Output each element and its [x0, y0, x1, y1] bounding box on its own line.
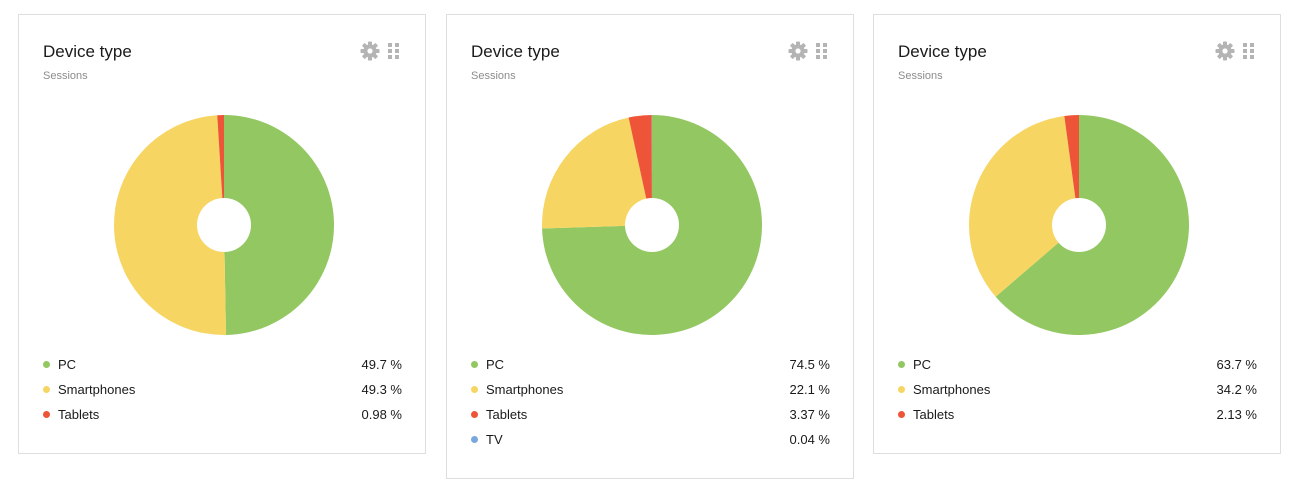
legend-item-smartphones[interactable]: Smartphones 22.1 %	[471, 382, 830, 402]
gear-icon[interactable]	[1215, 41, 1235, 61]
card-subtitle: Sessions	[898, 70, 943, 82]
pie-chart	[969, 115, 1189, 335]
legend-value: 22.1 %	[789, 382, 830, 397]
pie-slice-smartphones[interactable]	[542, 117, 652, 229]
legend-value: 49.3 %	[361, 382, 402, 397]
legend-dot	[898, 361, 905, 368]
card-subtitle: Sessions	[43, 70, 88, 82]
pie-slice-tablets[interactable]	[628, 115, 652, 225]
legend-value: 49.7 %	[361, 357, 402, 372]
legend-dot	[898, 386, 905, 393]
pie-slice-tablets[interactable]	[217, 115, 224, 225]
chart-card-1: Device type Sessions PC 49.7 % Smartphones…	[18, 14, 426, 454]
legend-dot	[43, 411, 50, 418]
legend-dot	[471, 361, 478, 368]
chart-card-2: Device type Sessions PC 74.5 % Smartphones…	[446, 14, 854, 479]
legend-item-smartphones[interactable]: Smartphones 49.3 %	[43, 382, 402, 402]
legend-value: 74.5 %	[789, 357, 830, 372]
legend-dot	[43, 361, 50, 368]
legend-value: 3.37 %	[789, 407, 830, 422]
legend-label: Smartphones	[913, 382, 991, 397]
card-title: Device type	[898, 42, 987, 61]
legend-item-pc[interactable]: PC 63.7 %	[898, 357, 1257, 377]
legend-value: 0.98 %	[361, 407, 402, 422]
legend-label: Smartphones	[486, 382, 564, 397]
donut-hole	[625, 198, 679, 252]
legend-value: 2.13 %	[1216, 407, 1257, 422]
legend-item-pc[interactable]: PC 49.7 %	[43, 357, 402, 377]
gear-icon[interactable]	[360, 41, 380, 61]
legend-item-tablets[interactable]: Tablets 2.13 %	[898, 407, 1257, 427]
legend-label: Tablets	[58, 407, 100, 422]
pie-chart	[114, 115, 334, 335]
legend-dot	[471, 386, 478, 393]
card-title: Device type	[471, 42, 560, 61]
legend-label: PC	[58, 357, 77, 372]
pie-slice-smartphones[interactable]	[114, 115, 227, 335]
gear-icon[interactable]	[788, 41, 808, 61]
legend-item-smartphones[interactable]: Smartphones 34.2 %	[898, 382, 1257, 402]
legend-item-tv[interactable]: TV 0.04 %	[471, 432, 830, 452]
pie-slice-pc[interactable]	[224, 115, 334, 335]
donut-hole	[1052, 198, 1106, 252]
legend-item-tablets[interactable]: Tablets 3.37 %	[471, 407, 830, 427]
card-subtitle: Sessions	[471, 70, 516, 82]
pie-slice-tablets[interactable]	[1064, 115, 1079, 225]
pie-slice-smartphones[interactable]	[969, 115, 1079, 297]
drag-handle-icon[interactable]	[1243, 43, 1255, 59]
drag-handle-icon[interactable]	[388, 43, 400, 59]
legend-label: TV	[486, 432, 503, 447]
legend-dot	[471, 411, 478, 418]
card-title: Device type	[43, 42, 132, 61]
legend-item-tablets[interactable]: Tablets 0.98 %	[43, 407, 402, 427]
donut-hole	[197, 198, 251, 252]
pie-chart	[542, 115, 762, 335]
legend-item-pc[interactable]: PC 74.5 %	[471, 357, 830, 377]
legend-value: 34.2 %	[1216, 382, 1257, 397]
legend-value: 63.7 %	[1216, 357, 1257, 372]
legend-dot	[471, 436, 478, 443]
legend-label: Tablets	[486, 407, 528, 422]
legend-label: Smartphones	[58, 382, 136, 397]
chart-card-3: Device type Sessions PC 63.7 % Smartphones…	[873, 14, 1281, 454]
legend-label: Tablets	[913, 407, 955, 422]
legend-value: 0.04 %	[789, 432, 830, 447]
legend-dot	[898, 411, 905, 418]
legend-label: PC	[486, 357, 505, 372]
drag-handle-icon[interactable]	[816, 43, 828, 59]
legend-dot	[43, 386, 50, 393]
legend-label: PC	[913, 357, 932, 372]
